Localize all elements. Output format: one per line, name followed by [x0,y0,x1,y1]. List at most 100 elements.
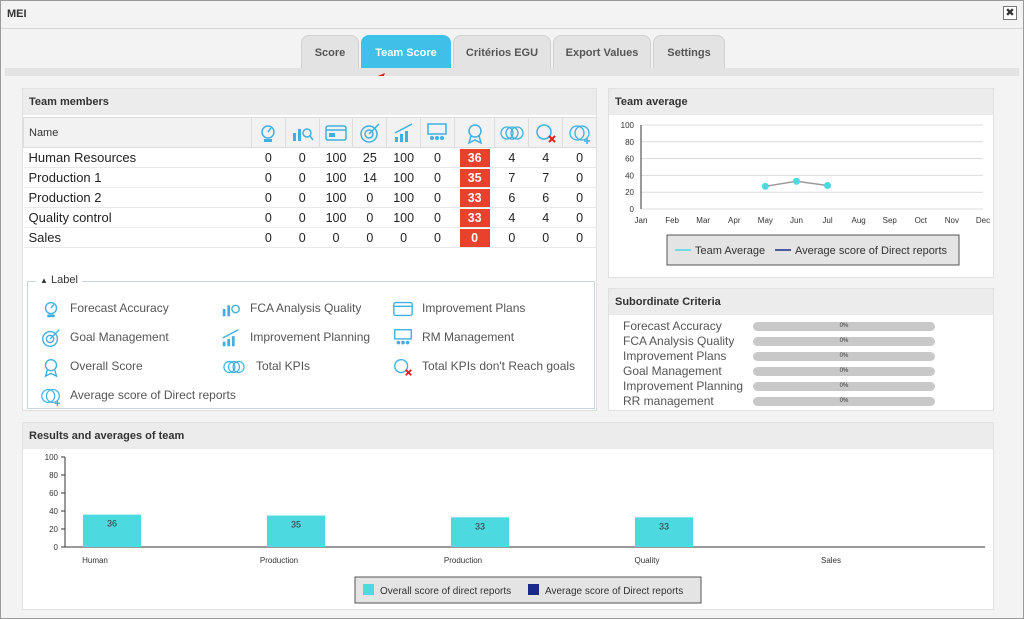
legend-swatch [363,584,374,595]
improvement-plans-icon [393,301,413,317]
cell-rm: 0 [420,227,455,248]
cell-goal: 14 [352,167,387,188]
table-row[interactable]: Sales 0 0 0 0 0 0 0 0 0 0 [23,227,597,248]
improvement-planning-icon [394,122,413,142]
legend-fca-analysis-quality: FCA Analysis Quality [218,298,361,320]
cell-overall-score: 33 [454,207,495,228]
table-row[interactable]: Quality control 0 0 100 0 100 0 33 4 4 0 [23,207,597,228]
team-members-title: Team members [23,89,596,115]
criteria-label: FCA Analysis Quality [623,334,735,348]
label-legend-header[interactable]: ▲ Label [36,274,82,286]
x-tick-label: Sep [883,216,898,225]
fca-analysis-quality-column [284,117,320,148]
tab-criterios-egu[interactable]: Critérios EGU [453,35,551,69]
collapse-toggle-icon[interactable]: ▲ [40,276,48,285]
tab-team-score[interactable]: Team Score [361,35,451,69]
goal-management-column [352,117,388,148]
y-tick-label: 80 [49,471,58,480]
team-average-chart: 0 20 40 60 80 100 Jan Feb Mar Apr May Jun Jul Aug Sep O… [621,121,990,266]
cell-overall-score: 35 [454,167,495,188]
bar [635,517,693,547]
legend-total-kpis: Total KPIs [218,356,310,378]
cell-forecast: 0 [251,227,286,248]
y-tick-label: 40 [49,507,58,516]
cell-improvement-planning: 100 [386,167,421,188]
cell-total-kpis: 0 [494,227,529,248]
cell-kpis-not-reach: 7 [528,167,563,188]
x-tick-label: Feb [665,216,679,225]
subordinate-criteria-panel: Subordinate Criteria Forecast Accuracy 0%… [608,288,994,411]
cell-fca: 0 [285,227,320,248]
legend-label: Improvement Planning [250,330,371,345]
score-badge: 33 [459,208,490,227]
cell-fca: 0 [285,147,320,168]
criteria-label: Forecast Accuracy [623,319,722,333]
x-tick-label: Human [82,556,108,565]
goal-management-icon [360,122,380,143]
cell-forecast: 0 [251,207,286,228]
bar [83,514,141,547]
x-tick-label: Quality [635,556,660,565]
table-row[interactable]: Production 2 0 0 100 0 100 0 33 6 6 0 [23,187,597,208]
close-button[interactable]: ✖ [1003,6,1017,20]
x-tick-label: Nov [945,216,959,225]
average-score-direct-reports-column [562,117,597,148]
table-header-row: Name [23,117,597,148]
x-tick-label: Production [260,556,298,565]
legend-label: Total KPIs [256,359,311,374]
forecast-accuracy-icon [261,124,276,142]
y-tick-label: 20 [49,525,58,534]
legend-label: Average score of Direct reports [545,586,683,597]
label-legend-box: ▲ Label Forecast Accuracy FCA Analysis Q… [27,274,595,409]
tab-bar: Score Team Score Critérios EGU Export Va… [1,35,1023,69]
cell-rm: 0 [420,147,455,168]
cell-total-kpis: 4 [494,207,529,228]
cell-improvement-planning: 100 [386,147,421,168]
table-row[interactable]: Production 1 0 0 100 14 100 0 35 7 7 0 [23,167,597,188]
legend-forecast-accuracy: Forecast Accuracy [38,298,169,320]
cell-fca: 0 [285,207,320,228]
cell-improvement-plans: 100 [319,147,353,168]
table-row[interactable]: Human Resources 0 0 100 25 100 0 36 4 4 … [23,147,597,168]
x-tick-label: Apr [728,216,741,225]
legend-label: Overall score of direct reports [380,586,511,597]
team-members-table: Name Human Resourc [23,117,597,248]
criteria-progress-bar: 0% [753,397,935,406]
bar-value-label: 33 [659,521,669,531]
x-tick-label: Oct [915,216,928,225]
cell-rm: 0 [420,167,455,188]
average-score-direct-reports-icon [41,388,61,407]
x-tick-label: Mar [696,216,710,225]
legend-label: Average score of Direct reports [795,245,948,257]
x-tick-label: Aug [852,216,866,225]
total-kpis-icon [223,360,245,374]
cell-improvement-planning: 100 [386,187,421,208]
bar-value-label: 35 [291,520,301,530]
name-column-header[interactable]: Name [23,117,252,148]
tab-export-values[interactable]: Export Values [553,35,651,69]
cell-goal: 0 [352,207,387,228]
bar-value-label: 33 [475,521,485,531]
cell-improvement-plans: 100 [319,187,353,208]
label-legend-title: Label [50,274,78,286]
legend-label: Total KPIs don't Reach goals [422,359,576,374]
cell-rm: 0 [420,207,455,228]
cell-forecast: 0 [251,167,286,188]
overall-score-icon [44,358,58,378]
row-name: Sales [23,227,252,248]
criteria-row: Improvement Plans 0% [623,349,983,364]
tab-settings[interactable]: Settings [653,35,725,69]
legend-label: Team Average [695,245,765,257]
y-tick-label: 100 [621,121,635,130]
data-point [824,181,832,189]
row-name: Production 1 [23,167,252,188]
y-tick-label: 80 [625,138,634,147]
tab-score[interactable]: Score [301,35,359,69]
score-badge: 36 [459,148,490,167]
cell-goal: 0 [352,227,387,248]
kpis-not-reach-goals-icon [535,123,556,143]
forecast-accuracy-icon [44,301,58,318]
x-tick-label: Jun [790,216,803,225]
legend-rm-management: RM Management [390,327,514,349]
